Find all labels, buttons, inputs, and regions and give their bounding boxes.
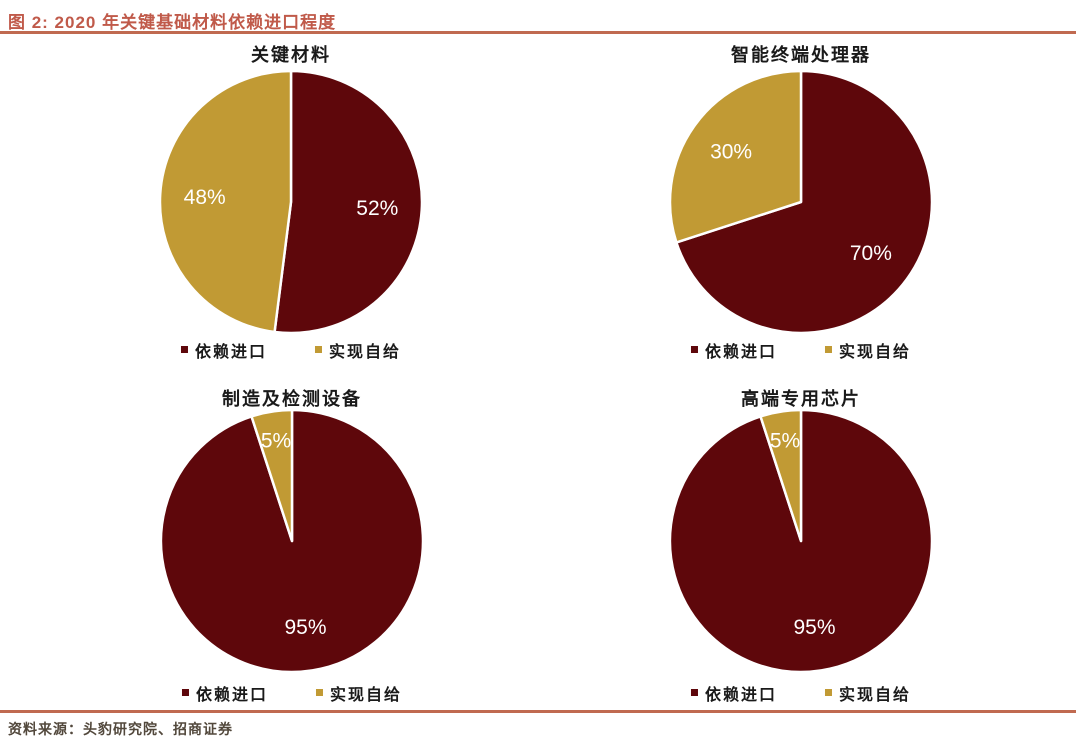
legend: 依赖进口 实现自给 (180, 338, 401, 362)
legend-label-import: 依赖进口 (704, 342, 777, 361)
legend-swatch-import-icon (180, 345, 188, 353)
pie-slice-label: 5% (261, 429, 291, 452)
pie-slice-self_supply (250, 408, 294, 543)
pie-slice-label: 95% (284, 616, 326, 639)
figure-title: 图 2: 2020 年关键基础材料依赖进口程度 (8, 13, 337, 32)
pie-manufacturing-testing-equipment: 95% 5% (159, 408, 425, 674)
legend-label-self-supply: 实现自给 (839, 342, 912, 361)
pie-high-end-special-chips: 95% 5% (668, 408, 934, 674)
legend-swatch-self-supply-icon (825, 345, 832, 353)
legend-item-import: 依赖进口 (180, 338, 267, 362)
pie-slice-self_supply (759, 408, 803, 543)
legend-label-import: 依赖进口 (194, 342, 267, 361)
legend-label-import: 依赖进口 (195, 685, 268, 704)
legend-item-self-supply: 实现自给 (315, 338, 401, 362)
pie-key-materials: 52% 48% (158, 69, 424, 335)
legend-swatch-self-supply-icon (825, 688, 832, 696)
footer-rule (0, 710, 1076, 713)
legend-item-self-supply: 实现自给 (316, 681, 402, 705)
legend-label-self-supply: 实现自给 (839, 685, 912, 704)
pie-chart-high-end-special-chips: 高端专用芯片 95% 5% 依赖进口 实现自给 (540, 378, 1080, 713)
title-underline (0, 31, 1076, 34)
legend-label-self-supply: 实现自给 (329, 342, 402, 361)
legend-swatch-import-icon (690, 688, 698, 696)
chart-title: 智能终端处理器 (731, 45, 871, 66)
legend-item-import: 依赖进口 (181, 681, 268, 705)
legend-label-self-supply: 实现自给 (330, 685, 403, 704)
chart-title: 关键材料 (251, 45, 331, 66)
pie-slice-label: 5% (770, 429, 800, 452)
pie-slice-label: 30% (710, 141, 752, 164)
chart-title: 高端专用芯片 (741, 389, 861, 410)
pie-slice-self_supply (668, 69, 803, 244)
chart-title: 制造及检测设备 (222, 389, 362, 410)
pie-slice-label: 52% (356, 197, 398, 220)
pie-slice-import (675, 69, 934, 335)
legend-swatch-self-supply-icon (315, 345, 322, 353)
legend-item-import: 依赖进口 (690, 681, 777, 705)
pie-chart-manufacturing-testing-equipment: 制造及检测设备 95% 5% 依赖进口 实现自给 (0, 378, 540, 713)
legend: 依赖进口 实现自给 (690, 681, 911, 705)
source-note: 资料来源：头豹研究院、招商证券 (8, 722, 233, 738)
legend-label-import: 依赖进口 (704, 685, 777, 704)
legend: 依赖进口 实现自给 (181, 681, 402, 705)
pie-slice-label: 48% (184, 186, 226, 209)
pie-chart-key-materials: 关键材料 52% 48% 依赖进口 实现自给 (0, 38, 540, 373)
pie-chart-smart-terminal-processors: 智能终端处理器 70% 30% 依赖进口 实现自给 (540, 38, 1080, 373)
legend: 依赖进口 实现自给 (690, 338, 911, 362)
legend-swatch-import-icon (690, 345, 698, 353)
pie-slice-label: 70% (850, 242, 892, 265)
legend-swatch-import-icon (181, 688, 189, 696)
legend-swatch-self-supply-icon (316, 688, 323, 696)
pie-slice-self_supply (158, 69, 293, 334)
legend-item-import: 依赖进口 (690, 338, 777, 362)
pie-slice-import (273, 69, 424, 335)
pie-smart-terminal-processors: 70% 30% (668, 69, 934, 335)
pie-slice-label: 95% (793, 616, 835, 639)
legend-item-self-supply: 实现自给 (825, 338, 911, 362)
legend-item-self-supply: 实现自给 (825, 681, 911, 705)
